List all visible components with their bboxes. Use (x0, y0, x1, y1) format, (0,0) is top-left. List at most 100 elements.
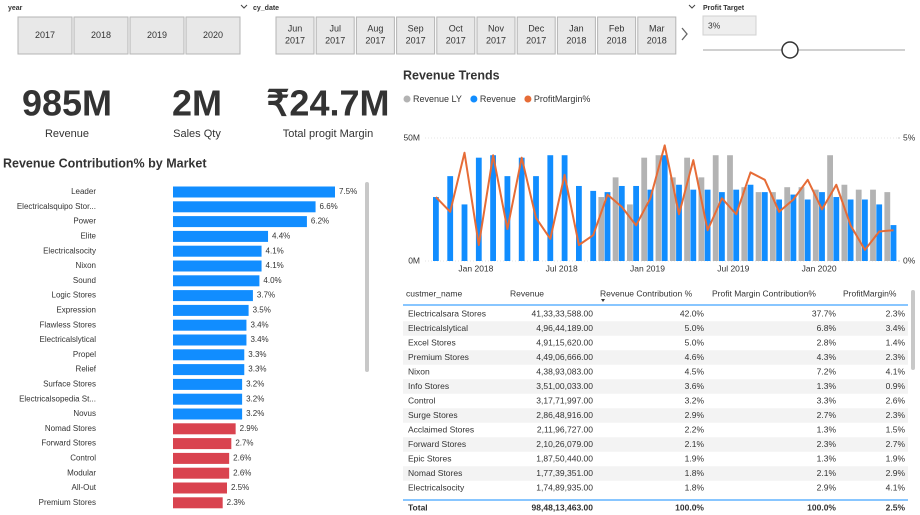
row-band (403, 408, 908, 423)
bar (862, 199, 868, 261)
button-month[interactable]: Sep (408, 23, 424, 33)
bar (761, 192, 768, 261)
table-cell: 3,17,71,997.00 (536, 395, 593, 405)
button-label[interactable]: 2018 (91, 30, 111, 40)
table-cell: 3.4% (886, 323, 906, 333)
button-box[interactable] (597, 16, 637, 55)
button-box[interactable] (315, 16, 355, 55)
category-label: Modular (67, 468, 96, 477)
bar (884, 192, 891, 261)
button-month[interactable]: Mar (649, 23, 665, 33)
button-box[interactable] (73, 16, 129, 55)
bar (173, 260, 262, 272)
button-month[interactable]: Feb (609, 23, 625, 33)
button-box[interactable] (476, 16, 516, 55)
table-cell: 2.7% (817, 410, 837, 420)
button-year[interactable]: 2018 (607, 35, 627, 45)
slicer-button[interactable]: Sep 2017 (396, 16, 436, 55)
button-year[interactable]: 2017 (365, 35, 385, 45)
button-box[interactable] (185, 16, 241, 55)
slicer-button[interactable]: 2020 (185, 16, 241, 55)
button-box[interactable] (556, 16, 596, 55)
table-cell: Surge Stores (408, 410, 458, 420)
bar (173, 334, 247, 346)
button-year[interactable]: 2018 (566, 35, 586, 45)
button-month[interactable]: Nov (488, 23, 505, 33)
table-cell: 5.0% (685, 337, 705, 347)
data-label: 2.7% (235, 439, 253, 448)
bar (173, 319, 247, 331)
slicer-button[interactable]: Nov 2017 (476, 16, 516, 55)
kpi-label: Total progit Margin (283, 128, 374, 140)
button-year[interactable]: 2018 (647, 35, 667, 45)
row-band (403, 379, 908, 394)
button-label[interactable]: 2019 (147, 30, 167, 40)
slicer-title: Profit Target (703, 5, 745, 12)
button-month[interactable]: Oct (449, 23, 464, 33)
button-box[interactable] (637, 16, 677, 55)
button-month[interactable]: Jul (329, 23, 341, 33)
table-cell: 1.8% (685, 482, 705, 492)
kpi-label: Sales Qty (173, 128, 221, 140)
scrollbar[interactable] (911, 290, 915, 370)
button-box[interactable] (355, 16, 395, 55)
dropdown-icon[interactable] (240, 4, 248, 9)
table-cell: 2.8% (817, 337, 837, 347)
category-label: Forward Stores (41, 439, 96, 448)
slicer-button[interactable]: 2017 (17, 16, 73, 55)
category-label: Relief (76, 365, 97, 374)
slicer-button[interactable]: Mar 2018 (637, 16, 677, 55)
table-cell: 2.9% (886, 468, 906, 478)
button-box[interactable] (129, 16, 185, 55)
button-year[interactable]: 2017 (406, 35, 426, 45)
data-label: 2.9% (240, 424, 258, 433)
total-cell: Total (408, 502, 428, 512)
button-year[interactable]: 2017 (486, 35, 506, 45)
bar (712, 155, 719, 261)
button-year[interactable]: 2017 (446, 35, 466, 45)
button-month[interactable]: Jun (288, 23, 303, 33)
data-label: 3.2% (246, 409, 264, 418)
slicer-button[interactable]: Aug 2017 (355, 16, 395, 55)
category-label: Electricalsopedia St... (19, 394, 96, 403)
bar (719, 192, 725, 261)
button-year[interactable]: 2017 (526, 35, 546, 45)
next-arrow[interactable] (681, 27, 688, 41)
data-label: 3.4% (250, 320, 268, 329)
slicer-button[interactable]: Jun 2017 (275, 16, 315, 55)
data-label: 4.1% (266, 261, 284, 270)
y2-tick-label: 5% (903, 132, 916, 142)
button-box[interactable] (275, 16, 315, 55)
button-box[interactable] (17, 16, 73, 55)
button-label[interactable]: 2020 (203, 30, 223, 40)
slicer-button[interactable]: Feb 2018 (597, 16, 637, 55)
bar (173, 290, 253, 302)
button-month[interactable]: Aug (367, 23, 383, 33)
slicer-button[interactable]: Jul 2017 (315, 16, 355, 55)
slicer-button[interactable]: 2019 (129, 16, 185, 55)
input-value: 3% (708, 20, 721, 30)
legend-marker (470, 95, 478, 103)
scrollbar[interactable] (365, 182, 369, 372)
table-cell: 2.2% (685, 424, 705, 434)
slicer-button[interactable]: 2018 (73, 16, 129, 55)
slicer-button[interactable]: Jan 2018 (556, 16, 596, 55)
slider-thumb[interactable] (781, 41, 799, 59)
button-box[interactable] (516, 16, 556, 55)
dropdown-icon[interactable] (688, 4, 696, 9)
slicer-button[interactable]: Oct 2017 (436, 16, 476, 55)
button-label[interactable]: 2017 (35, 30, 55, 40)
button-year[interactable]: 2017 (325, 35, 345, 45)
button-month[interactable]: Dec (528, 23, 545, 33)
button-box[interactable] (436, 16, 476, 55)
input-box[interactable] (702, 15, 757, 36)
button-year[interactable]: 2017 (285, 35, 305, 45)
slicer-button[interactable]: Dec 2017 (516, 16, 556, 55)
bar (684, 157, 690, 261)
button-box[interactable] (396, 16, 436, 55)
bar (173, 378, 243, 390)
line (435, 144, 894, 251)
bar (784, 187, 791, 261)
bar (173, 201, 316, 213)
button-month[interactable]: Jan (569, 23, 584, 33)
